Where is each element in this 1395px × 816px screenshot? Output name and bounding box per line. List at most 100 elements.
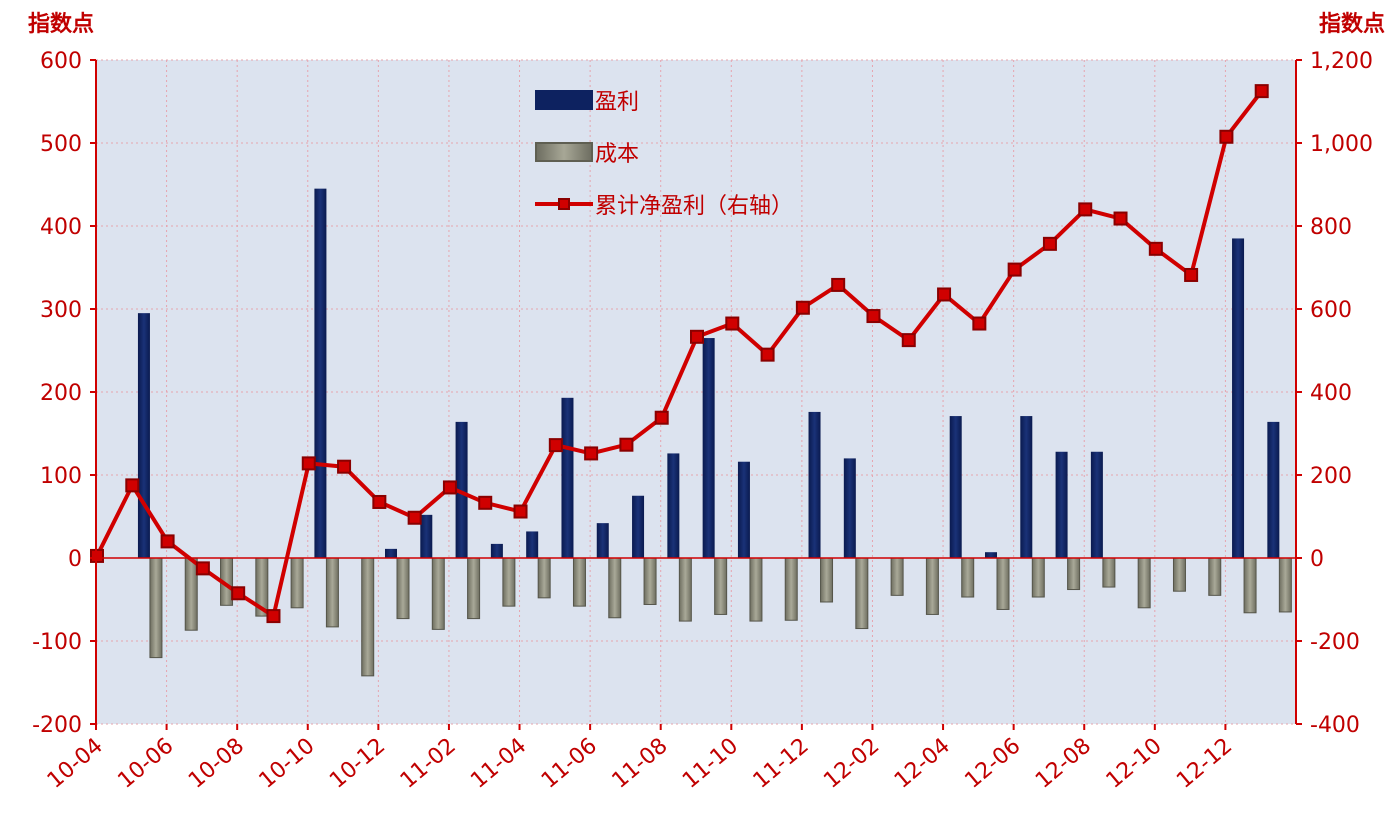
profit-bar bbox=[632, 495, 645, 558]
profit-bar bbox=[561, 397, 574, 558]
cost-bar bbox=[1067, 557, 1081, 591]
y-right-tick-label: 600 bbox=[1310, 298, 1352, 323]
y-right-tick-label: 1,000 bbox=[1310, 132, 1373, 157]
y-axis-left-ticks: 600 500 400 300 200 100 0 -100 -200 bbox=[32, 49, 96, 738]
cost-bar bbox=[149, 557, 163, 659]
x-axis-ticks: 10-04 10-06 10-08 10-10 10-12 11-02 11-04 11-06… bbox=[43, 724, 1237, 794]
cumulative-point bbox=[478, 495, 493, 510]
x-tick-label: 11-06 bbox=[537, 733, 602, 793]
cumulative-point bbox=[266, 609, 281, 624]
profit-bar bbox=[1267, 421, 1280, 558]
cost-bar bbox=[749, 557, 763, 622]
cost-bar bbox=[855, 557, 869, 630]
x-tick-label: 10-08 bbox=[184, 733, 249, 793]
cost-bar bbox=[608, 557, 622, 619]
cumulative-point bbox=[301, 456, 316, 471]
cumulative-point bbox=[1184, 267, 1199, 282]
y-right-tick-label: -400 bbox=[1310, 713, 1360, 738]
profit-bar bbox=[596, 523, 609, 558]
profit-bar bbox=[737, 461, 750, 558]
profit-bar bbox=[137, 313, 150, 558]
profit-bar bbox=[667, 453, 680, 558]
legend-item-profit: 盈利 bbox=[535, 74, 793, 126]
x-tick-label: 10-12 bbox=[325, 733, 390, 793]
y-axis-right-ticks: 1,200 1,000 800 600 400 200 0 -200 -400 bbox=[1296, 49, 1373, 738]
x-tick-label: 11-04 bbox=[466, 733, 531, 793]
y-left-tick-label: 500 bbox=[40, 132, 82, 157]
profit-bar bbox=[1020, 416, 1033, 558]
y-axis-right-unit: 指数点 bbox=[1318, 12, 1385, 37]
x-tick-label: 12-10 bbox=[1102, 733, 1167, 793]
legend-label-cost: 成本 bbox=[595, 142, 640, 167]
cost-bar bbox=[290, 557, 304, 609]
profit-bar bbox=[490, 543, 503, 558]
cost-bar bbox=[925, 557, 939, 615]
cumulative-point bbox=[1007, 262, 1022, 277]
x-tick-label: 11-10 bbox=[678, 733, 743, 793]
profit-bar bbox=[1055, 451, 1068, 558]
cumulative-point bbox=[160, 534, 175, 549]
cost-bar bbox=[820, 557, 834, 603]
y-left-tick-label: 100 bbox=[40, 464, 82, 489]
y-left-tick-label: 200 bbox=[40, 381, 82, 406]
legend-swatch-cumulative bbox=[535, 194, 593, 214]
y-left-tick-label: 0 bbox=[68, 547, 82, 572]
x-tick-label: 12-02 bbox=[819, 733, 884, 793]
x-tick-label: 12-08 bbox=[1031, 733, 1096, 793]
legend-swatch-cost bbox=[535, 142, 593, 162]
cost-bar bbox=[467, 557, 481, 620]
cost-bar bbox=[1278, 557, 1292, 613]
cost-bar bbox=[431, 557, 445, 630]
x-tick-label: 12-04 bbox=[890, 733, 955, 793]
x-tick-label: 10-06 bbox=[113, 733, 178, 793]
cost-bar bbox=[643, 557, 657, 605]
legend-swatch-profit bbox=[535, 90, 593, 110]
profit-bar bbox=[1232, 238, 1245, 558]
profit-bar bbox=[385, 548, 397, 558]
profit-bar bbox=[808, 411, 821, 558]
y-left-tick-label: -200 bbox=[32, 713, 82, 738]
cost-bar bbox=[325, 557, 339, 628]
cost-bar bbox=[996, 557, 1010, 610]
cost-bar bbox=[784, 557, 798, 621]
cumulative-point bbox=[548, 438, 563, 453]
cost-bar bbox=[1031, 557, 1045, 598]
y-left-tick-label: -100 bbox=[32, 630, 82, 655]
cumulative-point bbox=[972, 316, 987, 331]
x-tick-label: 11-12 bbox=[749, 733, 814, 793]
cost-bar bbox=[961, 557, 975, 598]
cumulative-point bbox=[584, 446, 599, 461]
cumulative-point bbox=[1254, 84, 1269, 99]
cost-bar bbox=[361, 557, 375, 677]
cumulative-point bbox=[654, 410, 669, 425]
cumulative-point bbox=[1113, 211, 1128, 226]
x-tick-label: 12-12 bbox=[1172, 733, 1237, 793]
cumulative-point bbox=[1042, 236, 1057, 251]
y-left-tick-label: 600 bbox=[40, 49, 82, 74]
profit-bar bbox=[985, 552, 997, 558]
y-right-tick-label: 200 bbox=[1310, 464, 1352, 489]
cumulative-point bbox=[1078, 202, 1093, 217]
cumulative-point bbox=[125, 478, 140, 493]
y-right-tick-label: 400 bbox=[1310, 381, 1352, 406]
profit-bar bbox=[455, 421, 468, 558]
profit-bar bbox=[314, 188, 327, 558]
cumulative-point bbox=[337, 459, 352, 474]
cumulative-point bbox=[195, 561, 210, 576]
cumulative-point bbox=[231, 586, 246, 601]
y-right-tick-label: -200 bbox=[1310, 630, 1360, 655]
x-tick-label: 12-06 bbox=[960, 733, 1025, 793]
cumulative-point bbox=[619, 437, 634, 452]
legend-label-cumulative: 累计净盈利（右轴） bbox=[595, 194, 794, 219]
cost-bar bbox=[537, 557, 551, 599]
cumulative-point bbox=[407, 510, 422, 525]
cumulative-point bbox=[442, 480, 457, 495]
cost-bar bbox=[502, 557, 516, 607]
x-tick-label: 10-10 bbox=[255, 733, 320, 793]
x-tick-label: 10-04 bbox=[43, 733, 108, 793]
cumulative-point bbox=[866, 309, 881, 324]
cumulative-point bbox=[372, 494, 387, 509]
y-axis-left-unit: 指数点 bbox=[28, 12, 95, 37]
cumulative-line-path bbox=[95, 89, 1264, 619]
